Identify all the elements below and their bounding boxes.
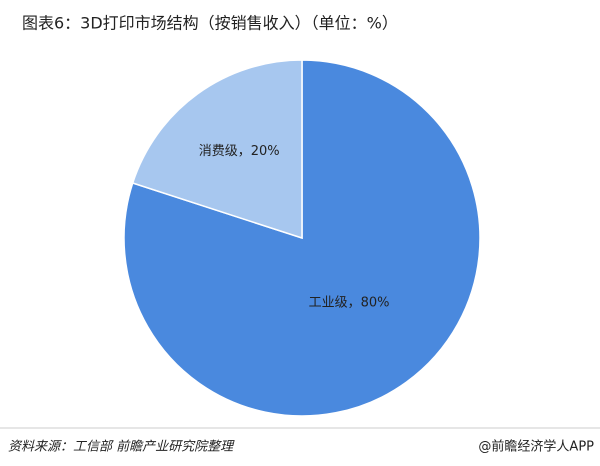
pie <box>123 59 481 417</box>
credit: @前瞻经济学人APP <box>478 439 594 455</box>
pie-slice <box>123 59 481 417</box>
pie-slice <box>131 59 303 240</box>
data-label: 消费级，20% <box>199 144 280 159</box>
chart-title: 图表6：3D打印市场结构（按销售收入）（单位：%） <box>22 14 398 33</box>
data-label: 工业级，80% <box>309 295 390 310</box>
source: 资料来源：工信部 前瞻产业研究院整理 <box>8 439 235 455</box>
